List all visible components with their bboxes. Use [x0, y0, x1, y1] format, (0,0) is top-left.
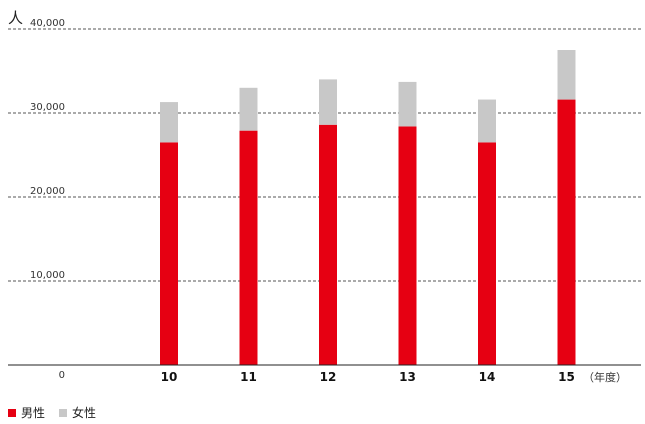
bar-male	[478, 142, 496, 365]
y-tick-label: 20,000	[30, 186, 65, 197]
y-tick-label: 40,000	[30, 18, 65, 29]
bar-male	[319, 124, 337, 365]
x-tick-label: 15	[558, 370, 575, 384]
legend-swatch-male	[8, 408, 16, 417]
legend-item-female: 女性	[59, 404, 96, 421]
bar-female	[478, 99, 496, 143]
legend: 男性 女性	[8, 404, 110, 421]
legend-swatch-female	[59, 408, 68, 417]
y-tick-label: 30,000	[30, 102, 65, 113]
legend-label-male: 男性	[21, 406, 46, 420]
bar-female	[239, 87, 258, 131]
x-tick-label: 10	[161, 370, 178, 384]
y-unit-label: 人	[8, 9, 23, 27]
bar-male	[398, 126, 417, 365]
x-tick-label: 13	[399, 370, 416, 384]
bar-female	[398, 81, 417, 127]
x-tick-label: 12	[320, 370, 337, 384]
bar-female	[319, 79, 337, 125]
legend-label-female: 女性	[72, 406, 97, 420]
bar-female	[160, 102, 178, 143]
x-tick-label: 11	[240, 370, 257, 384]
x-tick-label: 14	[479, 370, 496, 384]
bar-male	[160, 142, 178, 365]
bar-male	[557, 99, 576, 365]
x-unit-label: （年度）	[583, 370, 627, 384]
bar-female	[557, 50, 576, 100]
bar-male	[239, 130, 258, 365]
y-tick-label: 10,000	[30, 270, 65, 281]
legend-item-male: 男性	[8, 404, 45, 421]
y-tick-label: 0	[59, 370, 65, 381]
